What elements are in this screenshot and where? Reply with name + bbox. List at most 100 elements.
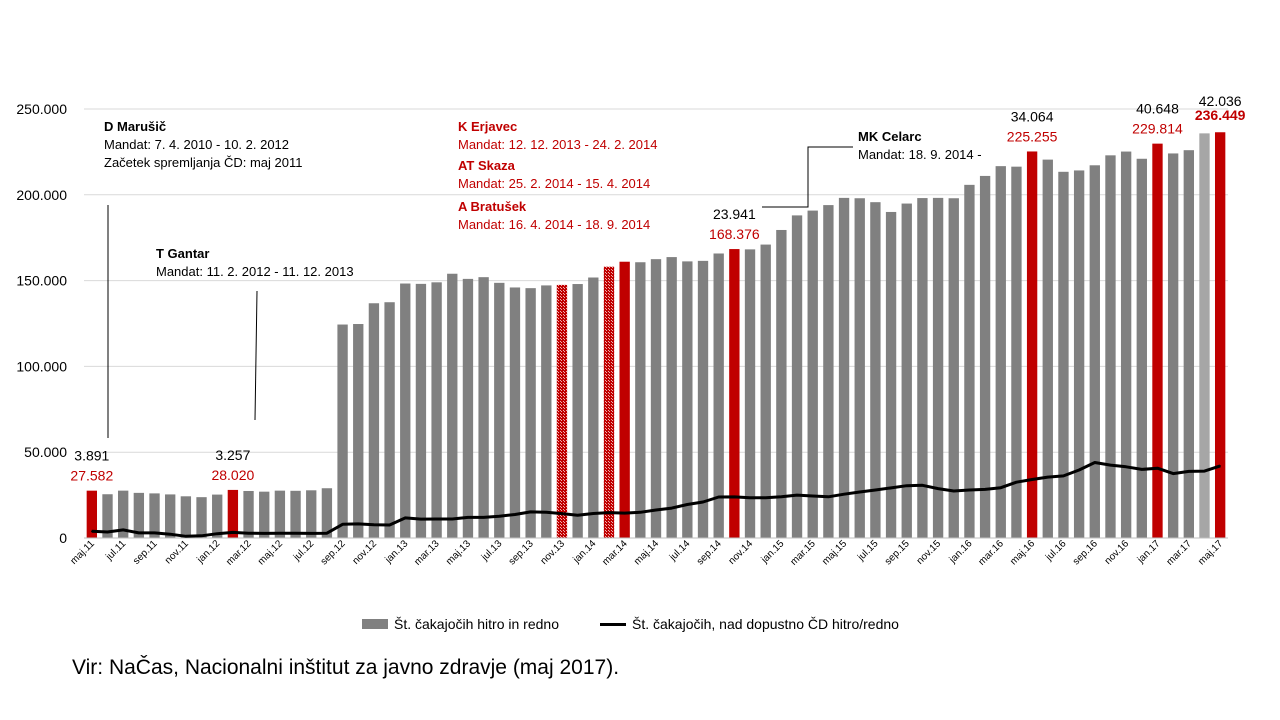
line-point [357, 523, 360, 525]
legend-line-swatch [600, 622, 626, 626]
line-point [247, 532, 250, 534]
bar-value-label: 236.449 [1195, 107, 1246, 123]
line-point [968, 489, 971, 491]
bar [306, 490, 317, 538]
line-point [404, 517, 407, 519]
line-point [984, 488, 986, 491]
x-tick-label: jul.14 [667, 538, 693, 564]
x-tick-label: maj.13 [444, 538, 473, 567]
bar [635, 262, 646, 538]
bar [1011, 166, 1022, 538]
bar [1089, 165, 1100, 539]
bar [118, 490, 129, 538]
line-point [451, 518, 454, 520]
bar [619, 261, 630, 538]
bar [86, 490, 98, 538]
bar [353, 324, 364, 538]
bar [102, 494, 113, 538]
bar [995, 166, 1006, 538]
bar [447, 273, 458, 538]
line-point [702, 501, 704, 503]
bar [415, 283, 427, 538]
line-point [341, 523, 344, 526]
x-tick-label: mar.14 [600, 538, 630, 568]
line-point [1031, 478, 1033, 481]
line-point [310, 532, 313, 535]
line-point [529, 511, 532, 513]
bar [979, 175, 991, 538]
y-tick-label: 250.000 [16, 101, 67, 117]
line-point [843, 493, 845, 496]
bar [165, 494, 176, 538]
line-point [1062, 475, 1065, 477]
line-point [764, 497, 767, 499]
line-point [467, 516, 469, 519]
legend-line-label: Št. čakajočih, nad dopustno ČD hitro/red… [632, 616, 899, 632]
x-tick-label: sep.15 [883, 538, 912, 567]
x-tick-label: sep.13 [507, 538, 536, 567]
x-tick-label: nov.13 [539, 538, 568, 567]
annotation-title-gantar: T Gantar [156, 246, 209, 261]
bar [494, 282, 505, 538]
line-point [921, 484, 924, 487]
bar-value-label: 225.255 [1007, 128, 1058, 144]
bar [556, 284, 568, 538]
bar [870, 202, 881, 538]
x-tick-label: mar.16 [976, 538, 1006, 568]
line-point [592, 512, 595, 515]
line-point [106, 531, 109, 533]
x-tick-label: nov.12 [351, 538, 380, 567]
line-point [1219, 465, 1221, 467]
bar [431, 282, 442, 538]
bar [321, 488, 333, 538]
data-labels: 27.582 3.891 28.020 3.257 168.376 23.941 225.2… [70, 93, 1245, 484]
bar [1058, 171, 1069, 538]
bar [1120, 151, 1132, 538]
annotation-title-marusic: D Marušič [104, 119, 166, 134]
bar [384, 302, 395, 538]
line-point [1046, 476, 1049, 478]
line-point [326, 532, 328, 534]
y-axis: 0 50.000 100.000 150.000 200.000 250.000 [16, 101, 67, 546]
line-point [874, 489, 877, 491]
y-tick-label: 100.000 [16, 358, 67, 374]
bar [964, 184, 975, 538]
line-point [1078, 469, 1080, 471]
bar [290, 490, 301, 538]
line-point [1188, 470, 1190, 473]
bar [509, 287, 521, 538]
line-point [1093, 461, 1096, 464]
x-tick-label: mar.17 [1165, 538, 1195, 568]
x-tick-label: maj.12 [256, 538, 285, 567]
bar [854, 198, 865, 538]
annotation-line-bratusek: Mandat: 16. 4. 2014 - 18. 9. 2014 [458, 217, 650, 232]
bar [776, 229, 787, 538]
line-point [905, 484, 908, 487]
line-point [294, 532, 297, 534]
bar [243, 490, 254, 538]
bar [400, 283, 411, 538]
bar [807, 210, 818, 538]
x-tick-label: maj.14 [632, 538, 661, 567]
line-point [796, 494, 798, 496]
annotations: D Marušič Mandat: 7. 4. 2010 - 10. 2. 201… [104, 119, 982, 438]
bar [1136, 158, 1147, 538]
line-point [608, 511, 610, 514]
line-point [561, 512, 563, 515]
line-point [1141, 468, 1143, 471]
bar [462, 278, 474, 538]
annotation-line-gantar: Mandat: 11. 2. 2012 - 11. 12. 2013 [156, 264, 354, 279]
line-point [122, 529, 124, 531]
y-tick-label: 0 [59, 530, 67, 546]
x-tick-label: jan.13 [383, 538, 411, 566]
x-tick-label: jul.16 [1043, 538, 1069, 564]
bar [1042, 159, 1053, 538]
bar-value-label: 168.376 [709, 226, 760, 242]
bar [823, 205, 834, 538]
bar [932, 197, 944, 538]
bar [525, 288, 536, 538]
bar [572, 284, 583, 538]
x-tick-label: jul.11 [103, 538, 128, 563]
line-point [780, 496, 783, 498]
line-series [91, 461, 1221, 538]
